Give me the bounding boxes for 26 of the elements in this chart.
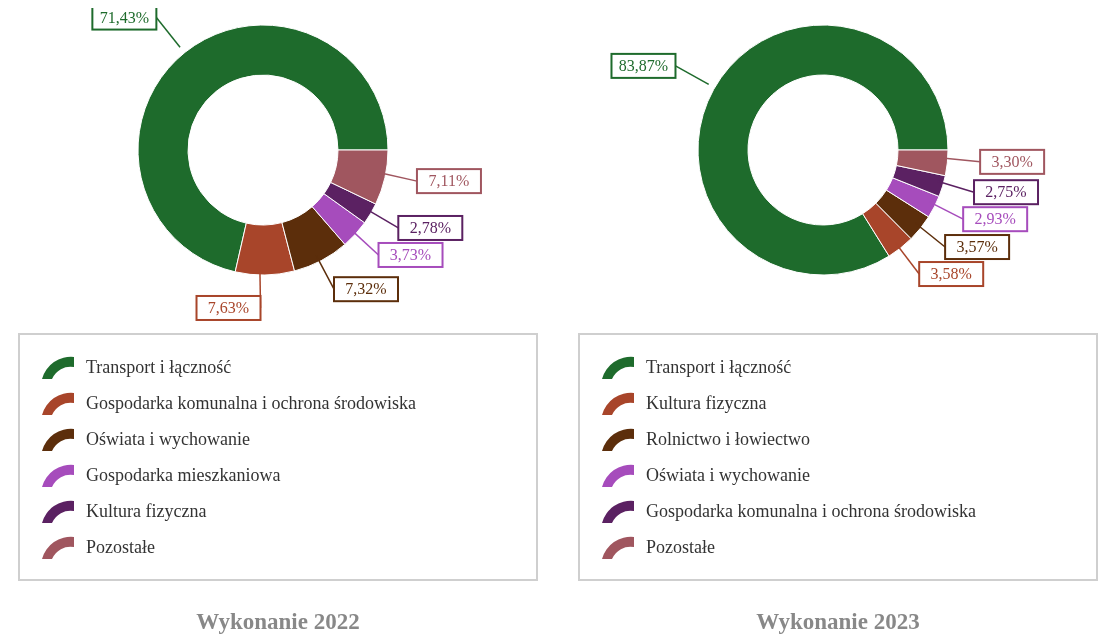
data-label: 71,43% [99,8,150,26]
legend-label: Pozostałe [86,536,155,558]
legend-label: Rolnictwo i łowiectwo [646,428,810,450]
legend-label: Gospodarka mieszkaniowa [86,464,281,486]
data-label: 3,30% [991,152,1033,170]
legend-label: Kultura fizyczna [646,392,767,414]
legend-label: Transport i łączność [646,356,792,378]
data-label: 2,75% [985,183,1027,201]
legend-label: Oświata i wychowanie [86,428,250,450]
data-label: 83,87% [618,56,669,74]
text: Wykonanie 2022 [195,609,361,635]
legend-label: Transport i łączność [86,356,232,378]
legend-label: Gospodarka komunalna i ochrona środowiska [86,392,416,414]
data-label: 7,63% [207,298,250,316]
legend-label: Pozostałe [646,536,715,558]
text: Wykonanie 2023 [755,609,921,635]
data-label: 3,58% [930,265,972,283]
data-label: 7,11% [428,172,470,190]
data-label: 3,57% [956,238,998,256]
data-label: 7,32% [345,280,387,298]
legend-label: Oświata i wychowanie [646,464,810,486]
data-label: 3,73% [389,245,432,263]
legend-label: Kultura fizyczna [86,500,207,522]
legend-label: Gospodarka komunalna i ochrona środowiska [646,500,976,522]
data-label: 2,93% [974,210,1016,228]
data-label: 2,78% [409,218,451,236]
